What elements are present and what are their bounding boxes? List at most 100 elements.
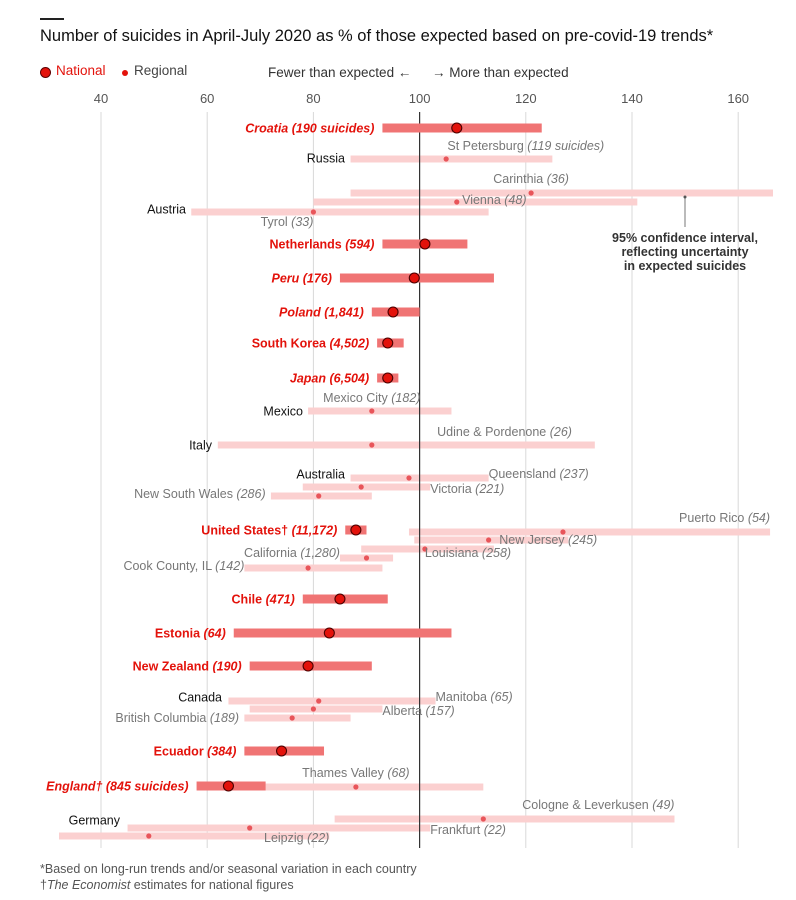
x-tick-label: 40 [94,91,108,106]
regional-ci-bar [313,198,638,206]
country-label-italy: Italy [189,439,213,453]
regional-point [316,698,322,704]
footnote-estimates: estimates for national figures [130,878,294,892]
country-label-netherlands: Netherlands (594) [270,238,375,252]
x-tick-label: 140 [621,91,643,106]
regional-point [358,484,364,490]
regional-point [528,190,534,196]
country-label-canada: Canada [178,691,222,705]
regional-label-udine-pordenone: Udine & Pordenone (26) [437,425,572,439]
footnote-method: *Based on long-run trends and/or seasona… [40,862,417,876]
regional-label-mexico-city: Mexico City (182) [323,391,420,405]
annotation-text-line: reflecting uncertainty [621,245,748,259]
regional-label-california: California (1,280) [244,546,340,560]
regional-label-manitoba: Manitoba (65) [436,690,513,704]
regional-ci-bar [228,697,436,705]
national-ci-bar [233,628,452,638]
regional-ci-bar [191,208,489,216]
national-point [451,122,463,134]
regional-label-thames-valley: Thames Valley (68) [302,766,409,780]
national-point [408,272,420,284]
legend-fewer-than-expected: Fewer than expected ← [268,65,412,80]
legend-national-marker [40,67,51,78]
regional-point [486,537,492,543]
national-point [387,306,399,318]
legend-regional-label: Regional [134,63,188,78]
country-label-estonia: Estonia (64) [155,627,226,641]
regional-ci-bar [408,528,771,536]
annotation-leader-dot [683,195,687,199]
regional-label-new-south-wales: New South Wales (286) [134,487,266,501]
national-point [382,337,394,349]
x-tick-label: 120 [515,91,537,106]
regional-point [406,475,412,481]
national-point [222,780,234,792]
regional-point [353,784,359,790]
regional-point [363,555,370,561]
regional-ci-bar [217,441,595,449]
regional-point [146,833,152,839]
regional-ci-bar [127,824,431,832]
country-label-new-zealand: New Zealand (190) [133,660,242,674]
national-point [382,372,394,384]
country-label-south-korea: South Korea (4,502) [252,337,369,351]
regional-label-puerto-rico: Puerto Rico (54) [679,511,770,525]
legend-more-than-expected: → More than expected [432,65,569,80]
regional-point [305,565,311,571]
country-label-poland: Poland (1,841) [279,306,364,320]
regional-point [560,529,566,535]
country-label-croatia: Croatia (190 suicides) [245,122,374,136]
regional-ci-bar [361,545,494,553]
national-point [334,593,346,605]
chart-title: Number of suicides in April-July 2020 as… [40,27,714,45]
x-tick-label: 100 [409,91,431,106]
footnote-publisher: The Economist [46,878,131,892]
regional-label-cook-county-il: Cook County, IL (142) [123,559,244,573]
regional-point [454,199,460,205]
national-point [323,627,335,639]
country-label-japan: Japan (6,504) [290,372,369,386]
regional-point [369,442,375,448]
country-label-united-states: United States† (11,172) [201,524,337,538]
annotation-text-line: in expected suicides [624,259,746,273]
title-accent-bar [40,18,64,20]
regional-label-new-jersey: New Jersey (245) [499,533,597,547]
regional-point [480,816,486,822]
country-label-chile: Chile (471) [232,593,295,607]
footnote-dagger: † [40,878,47,892]
country-label-england: England† (845 suicides) [46,780,188,794]
regional-point [422,546,428,552]
national-point [275,745,288,757]
footnote-source: †The Economist estimates for national fi… [40,877,417,893]
country-label-germany: Germany [69,814,121,828]
regional-label-carinthia: Carinthia (36) [493,172,569,186]
regional-label-queensland: Queensland (237) [489,467,589,481]
regional-ci-bar [244,714,351,722]
national-point [419,238,431,250]
x-tick-label: 80 [306,91,320,106]
regional-point [289,715,295,721]
x-tick-label: 60 [200,91,214,106]
national-point [302,660,314,672]
regional-ci-bar [350,189,773,197]
regional-point [369,408,375,414]
regional-label-frankfurt: Frankfurt (22) [430,823,506,837]
legend-regional-marker [122,70,128,76]
country-label-australia: Australia [296,468,345,482]
annotation-text-line: 95% confidence interval, [612,231,758,245]
regional-label-st-petersburg: St Petersburg (119 suicides) [447,139,604,153]
regional-label-alberta: Alberta (157) [382,704,454,718]
country-label-peru: Peru (176) [271,272,331,286]
regional-label-british-columbia: British Columbia (189) [115,711,239,725]
country-label-russia: Russia [307,152,345,166]
country-label-ecuador: Ecuador (384) [154,745,237,759]
regional-ci-bar [270,492,372,500]
regional-point [310,706,316,712]
footnotes: *Based on long-run trends and/or seasona… [40,861,417,893]
regional-label-tyrol: Tyrol (33) [261,215,314,229]
regional-ci-bar [350,155,553,163]
regional-ci-bar [244,564,383,572]
regional-ci-bar [244,783,484,791]
regional-ci-bar [334,815,675,823]
country-label-austria: Austria [147,203,186,217]
